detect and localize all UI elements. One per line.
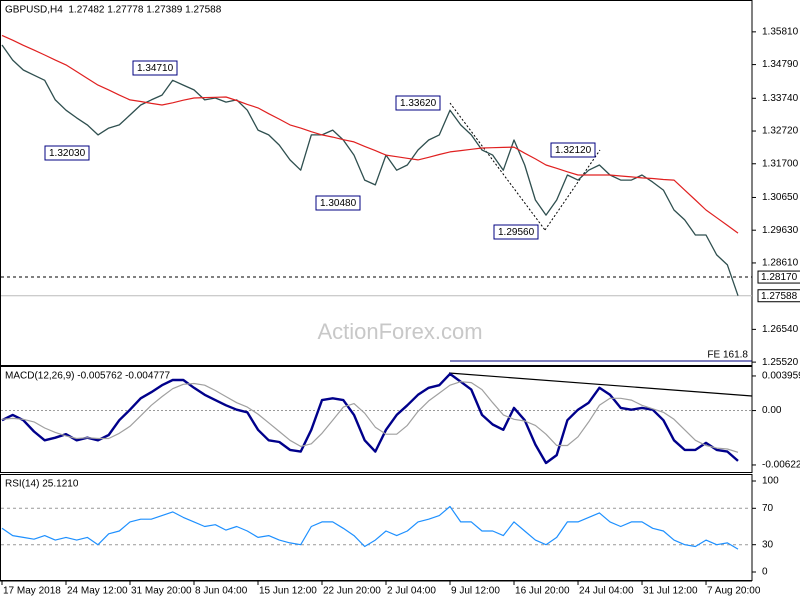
trend-line	[544, 149, 601, 231]
y-tick-label: 1.25520	[762, 357, 799, 368]
series-line	[1, 372, 739, 465]
annotation-box	[395, 95, 441, 111]
macd-trend-line	[448, 372, 753, 397]
y-tick-label: 0.00	[762, 405, 782, 416]
x-tick-label: 24 May 12:00	[67, 586, 128, 597]
y-tick-label: 100	[762, 476, 779, 487]
x-tick-label: 22 Jun 20:00	[323, 586, 381, 597]
y-tick-label: 1.29630	[762, 225, 799, 236]
y-tick-label: 1.30650	[762, 192, 799, 203]
annotation: 1.29560	[498, 227, 535, 238]
series-line	[1, 44, 739, 296]
trend-line	[449, 102, 546, 231]
level-label: 1.27588	[761, 291, 798, 302]
y-tick-label: 0.003959	[762, 371, 800, 382]
x-tick-label: 9 Jul 12:00	[451, 586, 500, 597]
x-tick-label: 17 May 2018	[3, 586, 61, 597]
y-tick-label: 1.34790	[762, 59, 799, 70]
y-tick-label: 1.32720	[762, 126, 799, 137]
y-tick-label: 70	[762, 503, 774, 514]
y-tick-label: 0	[762, 567, 768, 578]
panel-frame	[0, 366, 753, 473]
y-tick-label: 1.33740	[762, 93, 799, 104]
annotation-box	[493, 224, 539, 240]
x-tick-label: 8 Jun 04:00	[195, 586, 248, 597]
annotation: 1.32120	[555, 145, 592, 156]
annotation: 1.33620	[400, 98, 437, 109]
annotation-box	[550, 142, 596, 158]
y-tick-label: 1.31700	[762, 158, 799, 169]
panel-title: MACD(12,26,9) -0.005762 -0.004777	[5, 371, 171, 382]
x-tick-label: 7 Aug 20:00	[707, 586, 761, 597]
annotation: 1.32030	[49, 148, 86, 159]
panel-title: GBPUSD,H4 1.27482 1.27778 1.27389 1.2758…	[5, 5, 222, 16]
annotation: 1.34710	[137, 63, 174, 74]
x-tick-label: 31 Jul 12:00	[643, 586, 698, 597]
x-tick-label: 2 Jul 04:00	[387, 586, 436, 597]
y-tick-label: 1.35810	[762, 26, 799, 37]
annotation: FE 161.8	[707, 350, 748, 361]
annotation-box	[315, 195, 361, 211]
series-line	[1, 381, 739, 453]
x-tick-label: 16 Jul 20:00	[515, 586, 570, 597]
annotation-box	[44, 145, 90, 161]
x-tick-label: 24 Jul 04:00	[579, 586, 634, 597]
series-line	[1, 34, 739, 234]
x-tick-label: 31 May 20:00	[131, 586, 192, 597]
annotation: 1.30480	[320, 198, 357, 209]
y-tick-label: 30	[762, 539, 774, 550]
x-tick-label: 15 Jun 12:00	[259, 586, 317, 597]
level-label: 1.28170	[761, 272, 798, 283]
series-line	[1, 505, 739, 550]
y-tick-label: 1.26540	[762, 324, 799, 335]
level-label-box	[757, 270, 800, 284]
y-tick-label: 1.28610	[762, 258, 799, 269]
y-tick-label: -0.006225	[762, 460, 800, 471]
annotation-box	[132, 60, 178, 76]
level-label-box	[757, 289, 800, 303]
watermark: ActionForex.com	[317, 319, 482, 344]
panel-title: RSI(14) 25.1210	[5, 479, 79, 490]
panel-frame	[0, 0, 753, 366]
